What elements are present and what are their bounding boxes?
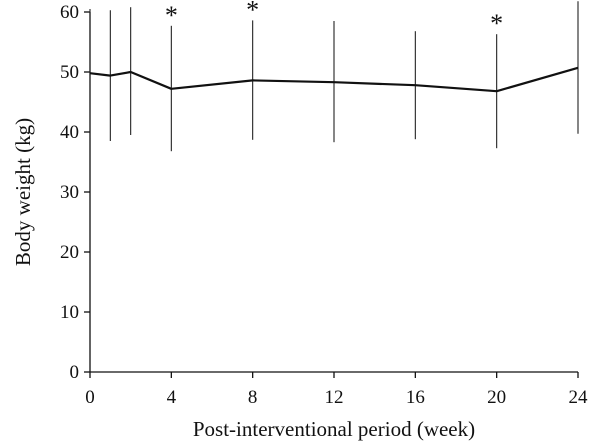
y-tick-label: 10 [60, 302, 79, 323]
annotations: * * * [165, 0, 503, 38]
significance-asterisk: * [490, 9, 503, 38]
y-ticks: 0 10 20 30 40 50 60 [60, 2, 90, 383]
y-tick-label: 20 [60, 242, 79, 263]
x-tick-label: 16 [406, 387, 425, 408]
y-tick-label: 60 [60, 2, 79, 23]
y-axis-label: Body weight (kg) [11, 118, 35, 266]
series-line [89, 66, 579, 93]
x-tick-label: 24 [569, 387, 589, 408]
y-tick-label: 40 [60, 122, 79, 143]
x-axis-label: Post-interventional period (week) [193, 417, 475, 441]
y-tick-label: 0 [70, 362, 80, 383]
y-tick-label: 30 [60, 182, 79, 203]
significance-asterisk: * [246, 0, 259, 24]
x-tick-label: 20 [487, 387, 506, 408]
y-tick-label: 50 [60, 62, 79, 83]
x-ticks: 0 4 8 12 16 20 24 [85, 372, 588, 408]
x-tick-label: 12 [325, 387, 344, 408]
error-bars [89, 1, 579, 152]
series [89, 66, 579, 93]
significance-asterisk: * [165, 1, 178, 30]
x-tick-label: 0 [85, 387, 95, 408]
x-tick-label: 4 [167, 387, 177, 408]
x-tick-label: 8 [248, 387, 258, 408]
